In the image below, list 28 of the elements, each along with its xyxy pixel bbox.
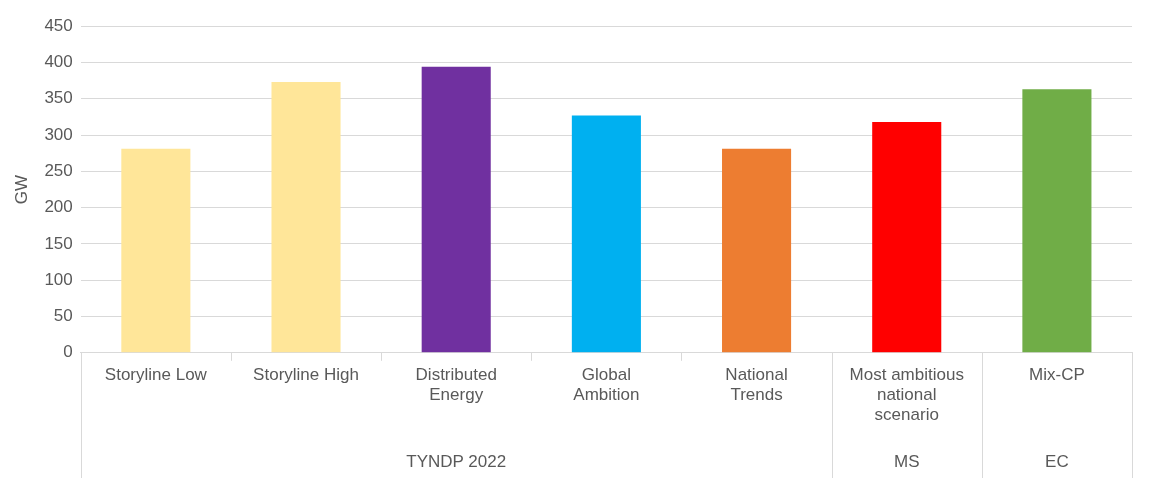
bar [421, 66, 491, 353]
y-tick-label: 150 [44, 233, 73, 253]
text: EC [1045, 451, 1069, 471]
y-tick-label: 50 [53, 306, 73, 326]
y-tick-label: 300 [44, 124, 73, 144]
y-tick-label: 400 [44, 52, 73, 72]
y-tick-label: 0 [63, 342, 73, 362]
y-axis-title: GW [11, 174, 31, 205]
bar [121, 148, 191, 353]
bar [271, 82, 341, 353]
x-tick-label: Distributed Energy [415, 364, 497, 405]
y-tick-label: 350 [44, 88, 73, 108]
text: MS [893, 451, 920, 471]
bar [1022, 89, 1092, 353]
y-tick-label: 200 [44, 197, 73, 217]
x-tick-label: Global Ambition [573, 364, 640, 405]
bar [872, 122, 942, 353]
x-tick-label: Most ambitious national scenario [849, 364, 964, 425]
y-tick-label: 450 [44, 15, 73, 35]
bar [571, 115, 641, 353]
y-tick-label: 100 [44, 269, 73, 289]
text: TYNDP 2022 [406, 451, 507, 471]
x-tick-label: Storyline Low [104, 364, 208, 384]
bar [722, 148, 792, 353]
y-tick-label: 250 [44, 161, 73, 181]
x-tick-label: Mix-CP [1029, 364, 1085, 384]
x-tick-label: National Trends [725, 364, 788, 405]
x-tick-label: Storyline High [253, 364, 359, 384]
